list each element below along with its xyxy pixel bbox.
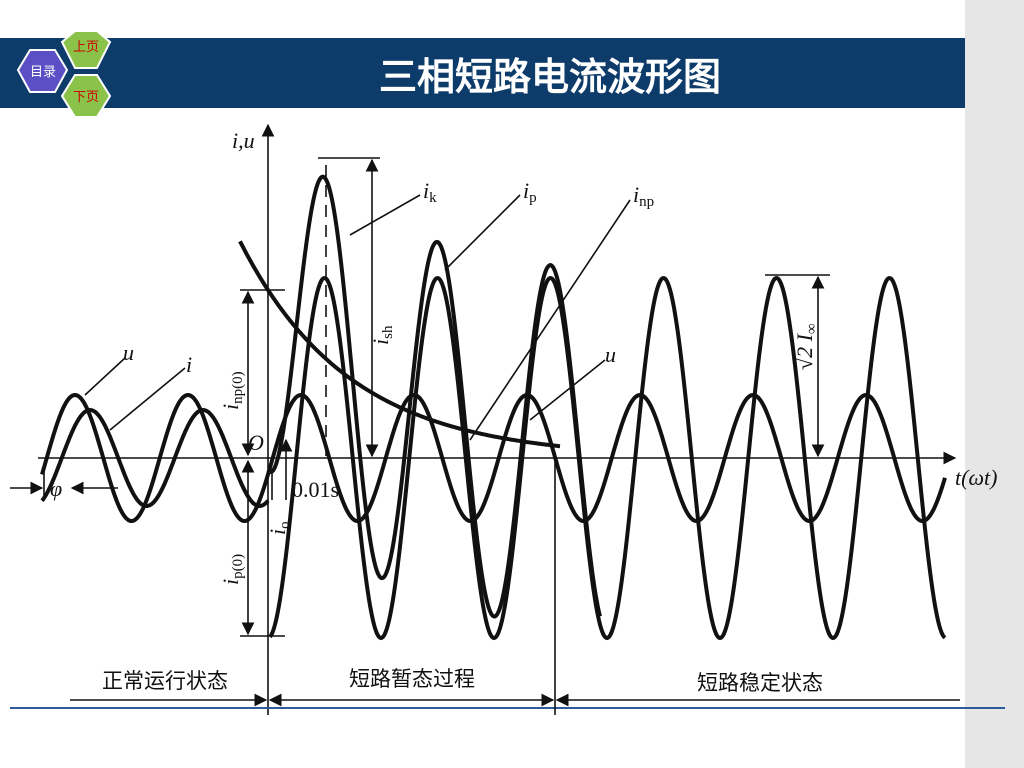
menu-button[interactable]: [16, 49, 69, 93]
x-axis-label: t(ωt): [955, 465, 997, 490]
origin-label: O: [248, 430, 264, 455]
current-before: [40, 407, 270, 508]
labels: i,u t(ωt) O ik ip inp u i u inp(0) ish i…: [50, 128, 997, 695]
i-label: i: [186, 352, 192, 377]
aperiodic-current: [238, 240, 561, 449]
io-label: io: [265, 521, 293, 535]
slide-title: 三相短路电流波形图: [379, 55, 721, 99]
phase-label: 正常运行状态: [102, 669, 228, 693]
u-label: u: [123, 340, 134, 365]
inp-label: inp: [633, 182, 654, 210]
waveforms: [40, 174, 947, 641]
short-circuit-current: [266, 174, 602, 619]
time-label: 0.01s: [292, 477, 339, 502]
ip-label: ip: [523, 178, 537, 206]
u-label: u: [605, 342, 616, 367]
axes: [10, 123, 1005, 715]
sidebar: [965, 0, 1024, 768]
y-axis-label: i,u: [232, 128, 255, 153]
phase-label: 短路暂态过程: [349, 667, 475, 691]
title-bar: [0, 38, 965, 108]
nav: 上页 目录 下页: [16, 30, 112, 118]
leader-lines: [84, 194, 631, 441]
periodic-current: [268, 276, 947, 641]
prev-label[interactable]: 上页: [73, 39, 99, 54]
next-label[interactable]: 下页: [73, 89, 99, 104]
ip0-label: ip(0): [218, 554, 246, 585]
steady-label: √2 I∞: [792, 323, 820, 370]
phase-label: 短路稳定状态: [697, 671, 823, 695]
ish-label: ish: [368, 325, 396, 345]
next-button[interactable]: [60, 74, 112, 118]
inp0-label: inp(0): [218, 371, 246, 410]
ik-label: ik: [423, 178, 437, 206]
phi-label: φ: [50, 476, 62, 501]
menu-label[interactable]: 目录: [30, 64, 56, 79]
voltage-wave: [40, 392, 947, 523]
dimensions: [10, 157, 830, 637]
prev-button[interactable]: [60, 30, 112, 69]
